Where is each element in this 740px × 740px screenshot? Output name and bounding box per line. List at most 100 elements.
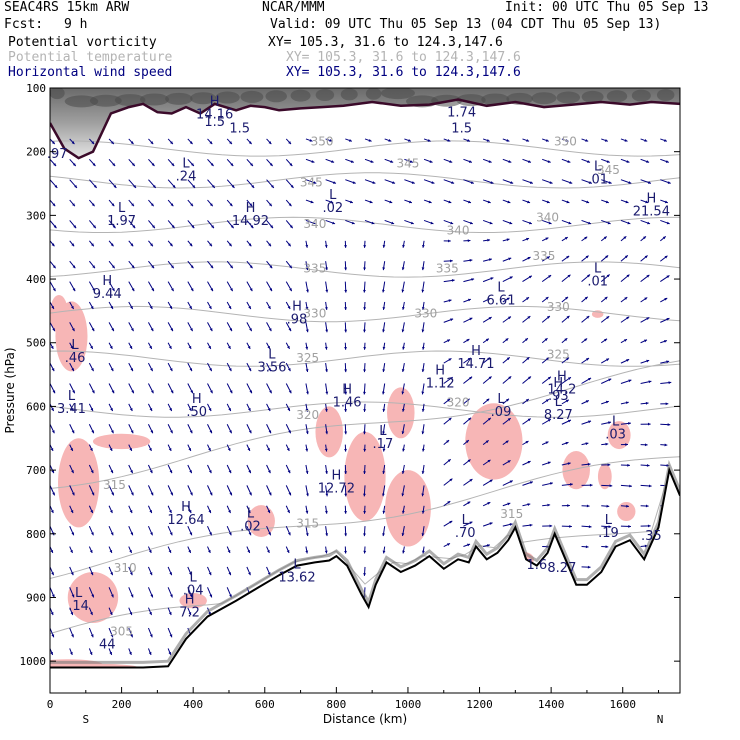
theta-contour [50,305,680,323]
wind-arrowhead [52,288,56,292]
wind-arrowhead [565,296,569,300]
wind-arrowhead [324,346,328,350]
extremum-marker: L [75,586,83,601]
wind-arrowhead [344,409,348,412]
wind-arrowhead [467,459,471,463]
wind-arrowhead [70,345,74,349]
wind-arrowhead [190,390,193,394]
theta-label: 350 [554,134,577,148]
wind-arrowhead [91,243,94,247]
wind-arrowhead [230,265,233,269]
wind-arrowhead [324,448,328,452]
extremum-value: 3.41 [57,402,86,417]
wind-arrowhead [505,440,509,444]
wind-arrowhead [646,317,650,320]
wind-arrowhead [248,532,252,536]
wind-arrowhead [545,237,549,241]
wind-arrowhead [645,200,649,204]
wind-arrowhead [267,408,271,412]
wind-arrowhead [401,431,405,435]
wind-arrowhead [448,239,451,243]
wind-arrowhead [230,225,234,229]
wind-arrowhead [687,181,690,184]
wind-arrowhead [363,347,367,350]
strat-core [114,94,146,107]
extremum-marker: H [557,370,567,385]
wind-arrowhead [628,181,632,184]
extremum-value: .46 [65,351,86,366]
extremum-value: 14.16 [196,108,233,123]
wind-arrowhead [448,417,452,421]
wind-arrowhead [507,460,511,463]
north-label: N [657,713,664,726]
wind-arrowhead [585,400,589,403]
extremum-marker: H [342,382,352,397]
wind-arrowhead [605,545,609,549]
wind-arrowhead [427,139,431,142]
wind-arrowhead [51,141,55,145]
wind-arrowhead [169,634,173,638]
extremum-value: .02 [322,201,343,216]
wind-arrowhead [325,431,329,435]
strat-core [265,90,287,103]
wind-arrowhead [71,430,75,434]
wind-arrowhead [306,493,309,497]
wind-arrowhead [249,390,252,394]
extremum-value: 44 [99,637,116,652]
extremum-value: 1.97 [107,214,136,229]
wind-arrowhead [509,276,513,280]
wind-arrowhead [190,288,194,292]
wind-arrowhead [586,358,589,361]
wind-arrowhead [130,243,134,247]
wind-arrowhead [606,160,610,163]
wind-arrowhead [570,482,573,486]
theta-contour [50,172,680,189]
wind-arrowhead [287,305,291,309]
theta-contour [50,216,680,233]
wind-arrowhead [448,358,452,362]
wind-arrowhead [627,463,630,467]
wind-arrowhead [421,550,425,554]
extremum-value: 8.27 [547,561,576,576]
wind-arrowhead [188,549,191,553]
wind-arrowhead [191,225,195,229]
wind-arrowhead [324,244,328,248]
wind-arrowhead [131,328,134,332]
wind-arrowhead [189,470,192,474]
wind-arrowhead [624,339,628,342]
x-tick-label: 800 [326,698,346,711]
wind-arrowhead [507,418,511,421]
wind-arrowhead [527,418,531,422]
wind-arrowhead [72,203,75,207]
field-xy-wind: XY= 105.3, 31.6 to 124.3,147.6 [286,65,521,80]
wind-arrowhead [129,447,132,451]
extremum-value: 12.64 [167,513,204,528]
wind-arrowhead [565,139,569,142]
wind-arrowhead [391,221,395,225]
wind-arrowhead [545,139,549,142]
wind-arrow [679,159,680,160]
wind-arrowhead [313,181,317,184]
wind-arrowhead [489,221,493,225]
wind-arrowhead [344,245,347,248]
wind-arrowhead [71,594,75,598]
wind-arrowhead [607,463,611,467]
wind-arrowhead [546,200,550,204]
y-tick-label: 600 [26,400,46,413]
wind-arrowhead [230,288,233,292]
wind-arrowhead [168,612,172,616]
wind-arrowhead [684,256,687,259]
wind-arrowhead [430,221,434,225]
wind-arrowhead [402,448,405,452]
wind-arrowhead [605,200,609,204]
wind-arrowhead [382,244,386,248]
wind-arrowhead [586,504,590,508]
extremum-marker: L [612,414,620,429]
pv-blob [179,593,207,609]
wind-arrowhead [467,501,471,505]
wind-arrowhead [325,329,329,333]
extremum-value: .17 [373,437,394,452]
wind-arrowhead [664,255,668,259]
wind-arrowhead [207,549,211,553]
wind-arrowhead [325,267,328,271]
